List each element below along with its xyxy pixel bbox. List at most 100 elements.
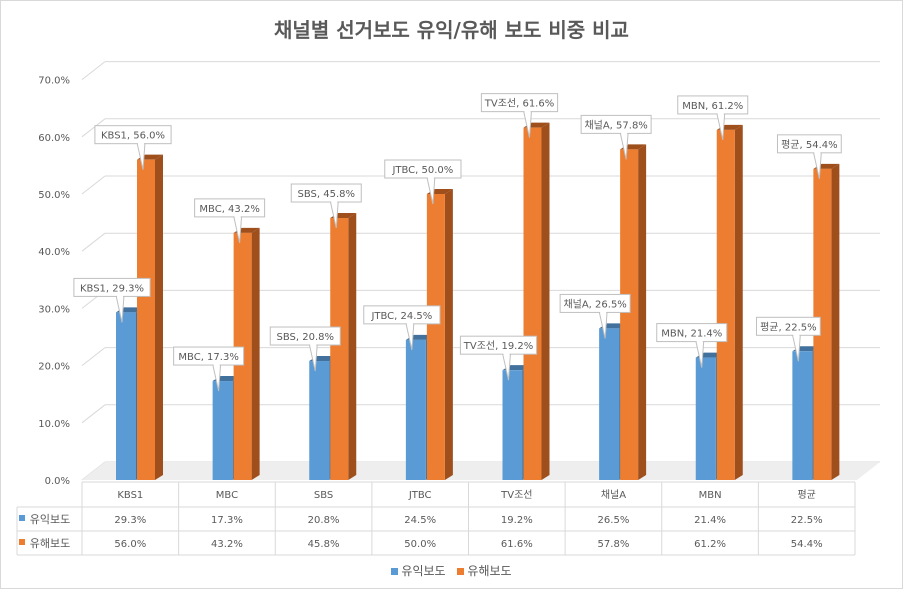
y-tick-label: 20.0% [38,362,70,373]
data-label: 평균, 54.4% [781,139,838,151]
data-label-box [173,346,245,366]
y-tick-label: 70.0% [38,76,70,87]
bar-useful [695,357,716,480]
legend: 유익보도 유해보도 [0,562,903,579]
data-label: JTBC, 24.5% [370,311,432,322]
table-category-cell: SBS [314,490,333,501]
data-label-box [269,326,341,346]
data-label-pointer-mask [600,310,607,314]
data-label-pointer-mask [117,294,123,298]
y-tick-label: 0.0% [45,476,70,487]
table-value-cell: 17.3% [211,515,243,526]
data-label-box [656,323,728,343]
table-value-cell: 22.5% [791,515,823,526]
data-label-pointer-mask [793,333,800,337]
y-tick-label: 40.0% [38,247,70,258]
data-label-pointer-mask [138,141,144,145]
data-label-box [580,114,652,134]
table-row-header: 유해보도 [30,536,70,550]
bar-useful [502,370,523,480]
table-category-cell: MBN [699,490,722,501]
bar-useful [599,328,620,480]
bar-useful [309,361,330,480]
data-label-pointer-mask [503,352,510,356]
data-label-pointer-mask [331,200,338,204]
gridline-diagonal [81,404,106,424]
y-tick-label: 60.0% [38,133,70,144]
data-label: MBC, 17.3% [178,352,238,363]
bar-harmful [523,127,542,480]
data-label: JTBC, 50.0% [391,165,453,176]
table-category-cell: 채널A [601,489,626,501]
data-label-box [559,293,631,313]
data-label-pointer-mask [696,339,703,343]
gridline-diagonal [81,118,106,138]
bar-useful [405,339,426,480]
table-value-cell: 43.2% [211,539,243,550]
data-label-pointer-mask [814,150,821,154]
data-label-box [480,93,559,113]
data-label: 평균, 22.5% [760,321,817,333]
legend-swatch [457,568,465,575]
bar-harmful-side [541,122,550,480]
bar-harmful-side [348,213,357,481]
data-label: TV조선, 19.2% [463,340,533,352]
data-label: 채널A, 26.5% [563,298,626,310]
data-label-box [73,277,151,297]
data-label: TV조선, 61.6% [484,98,554,110]
data-label-box [194,198,266,218]
chart-title: 채널별 선거보도 유익/유해 보도 비중 비교 [274,18,629,42]
y-tick-label: 10.0% [38,419,70,430]
table-category-cell: TV조선 [500,489,532,501]
data-label-box [677,95,749,115]
data-label: MBN, 21.4% [661,329,722,340]
data-label-pointer-mask [234,214,241,218]
table-value-cell: 50.0% [404,539,436,550]
table-value-cell: 61.6% [501,539,533,550]
data-label-pointer-mask [310,343,317,347]
legend-label: 유익보도 [401,564,446,578]
data-label: KBS1, 56.0% [101,131,165,142]
table-value-cell: 56.0% [114,539,146,550]
table-value-cell: 57.8% [598,539,630,550]
data-label: MBC, 43.2% [199,204,259,215]
bar-harmful [813,168,832,480]
table-value-cell: 19.2% [501,515,533,526]
table-row-header: 유익보도 [30,513,70,526]
bar-harmful-side [831,163,840,480]
data-label-box [384,159,462,179]
legend-item-useful: 유익보도 [391,564,446,578]
data-label: 채널A, 57.8% [584,119,647,131]
table-value-cell: 21.4% [694,515,726,526]
data-label: KBS1, 29.3% [80,283,144,294]
bar-useful [212,381,233,480]
gridline-diagonal [81,61,106,80]
table-category-cell: 평균 [797,489,815,501]
data-label: SBS, 45.8% [297,189,355,200]
table-legend-key [19,539,25,545]
gridline-diagonal [81,347,106,366]
data-label-pointer-mask [524,109,531,113]
data-label-pointer-mask [406,321,413,325]
table-category-cell: MBC [216,490,238,501]
data-label-pointer-mask [717,111,724,115]
bar-harmful-side [155,154,163,480]
data-label-box [290,183,362,203]
bar-harmful [620,149,639,480]
bar-harmful-side [734,124,743,480]
table-value-cell: 26.5% [598,515,630,526]
data-label-pointer-mask [427,176,434,179]
bar-harmful [716,129,735,480]
bar-harmful [330,218,349,481]
legend-item-harmful: 유해보도 [457,564,512,578]
data-label-box [459,335,538,355]
data-label-box [363,305,441,325]
bar-useful [792,351,813,480]
data-label-pointer-mask [621,131,628,135]
data-label-box [776,134,842,154]
y-tick-label: 50.0% [38,190,70,201]
data-label-box [94,125,172,145]
table-value-cell: 61.2% [694,539,726,550]
table-legend-key [19,515,25,521]
